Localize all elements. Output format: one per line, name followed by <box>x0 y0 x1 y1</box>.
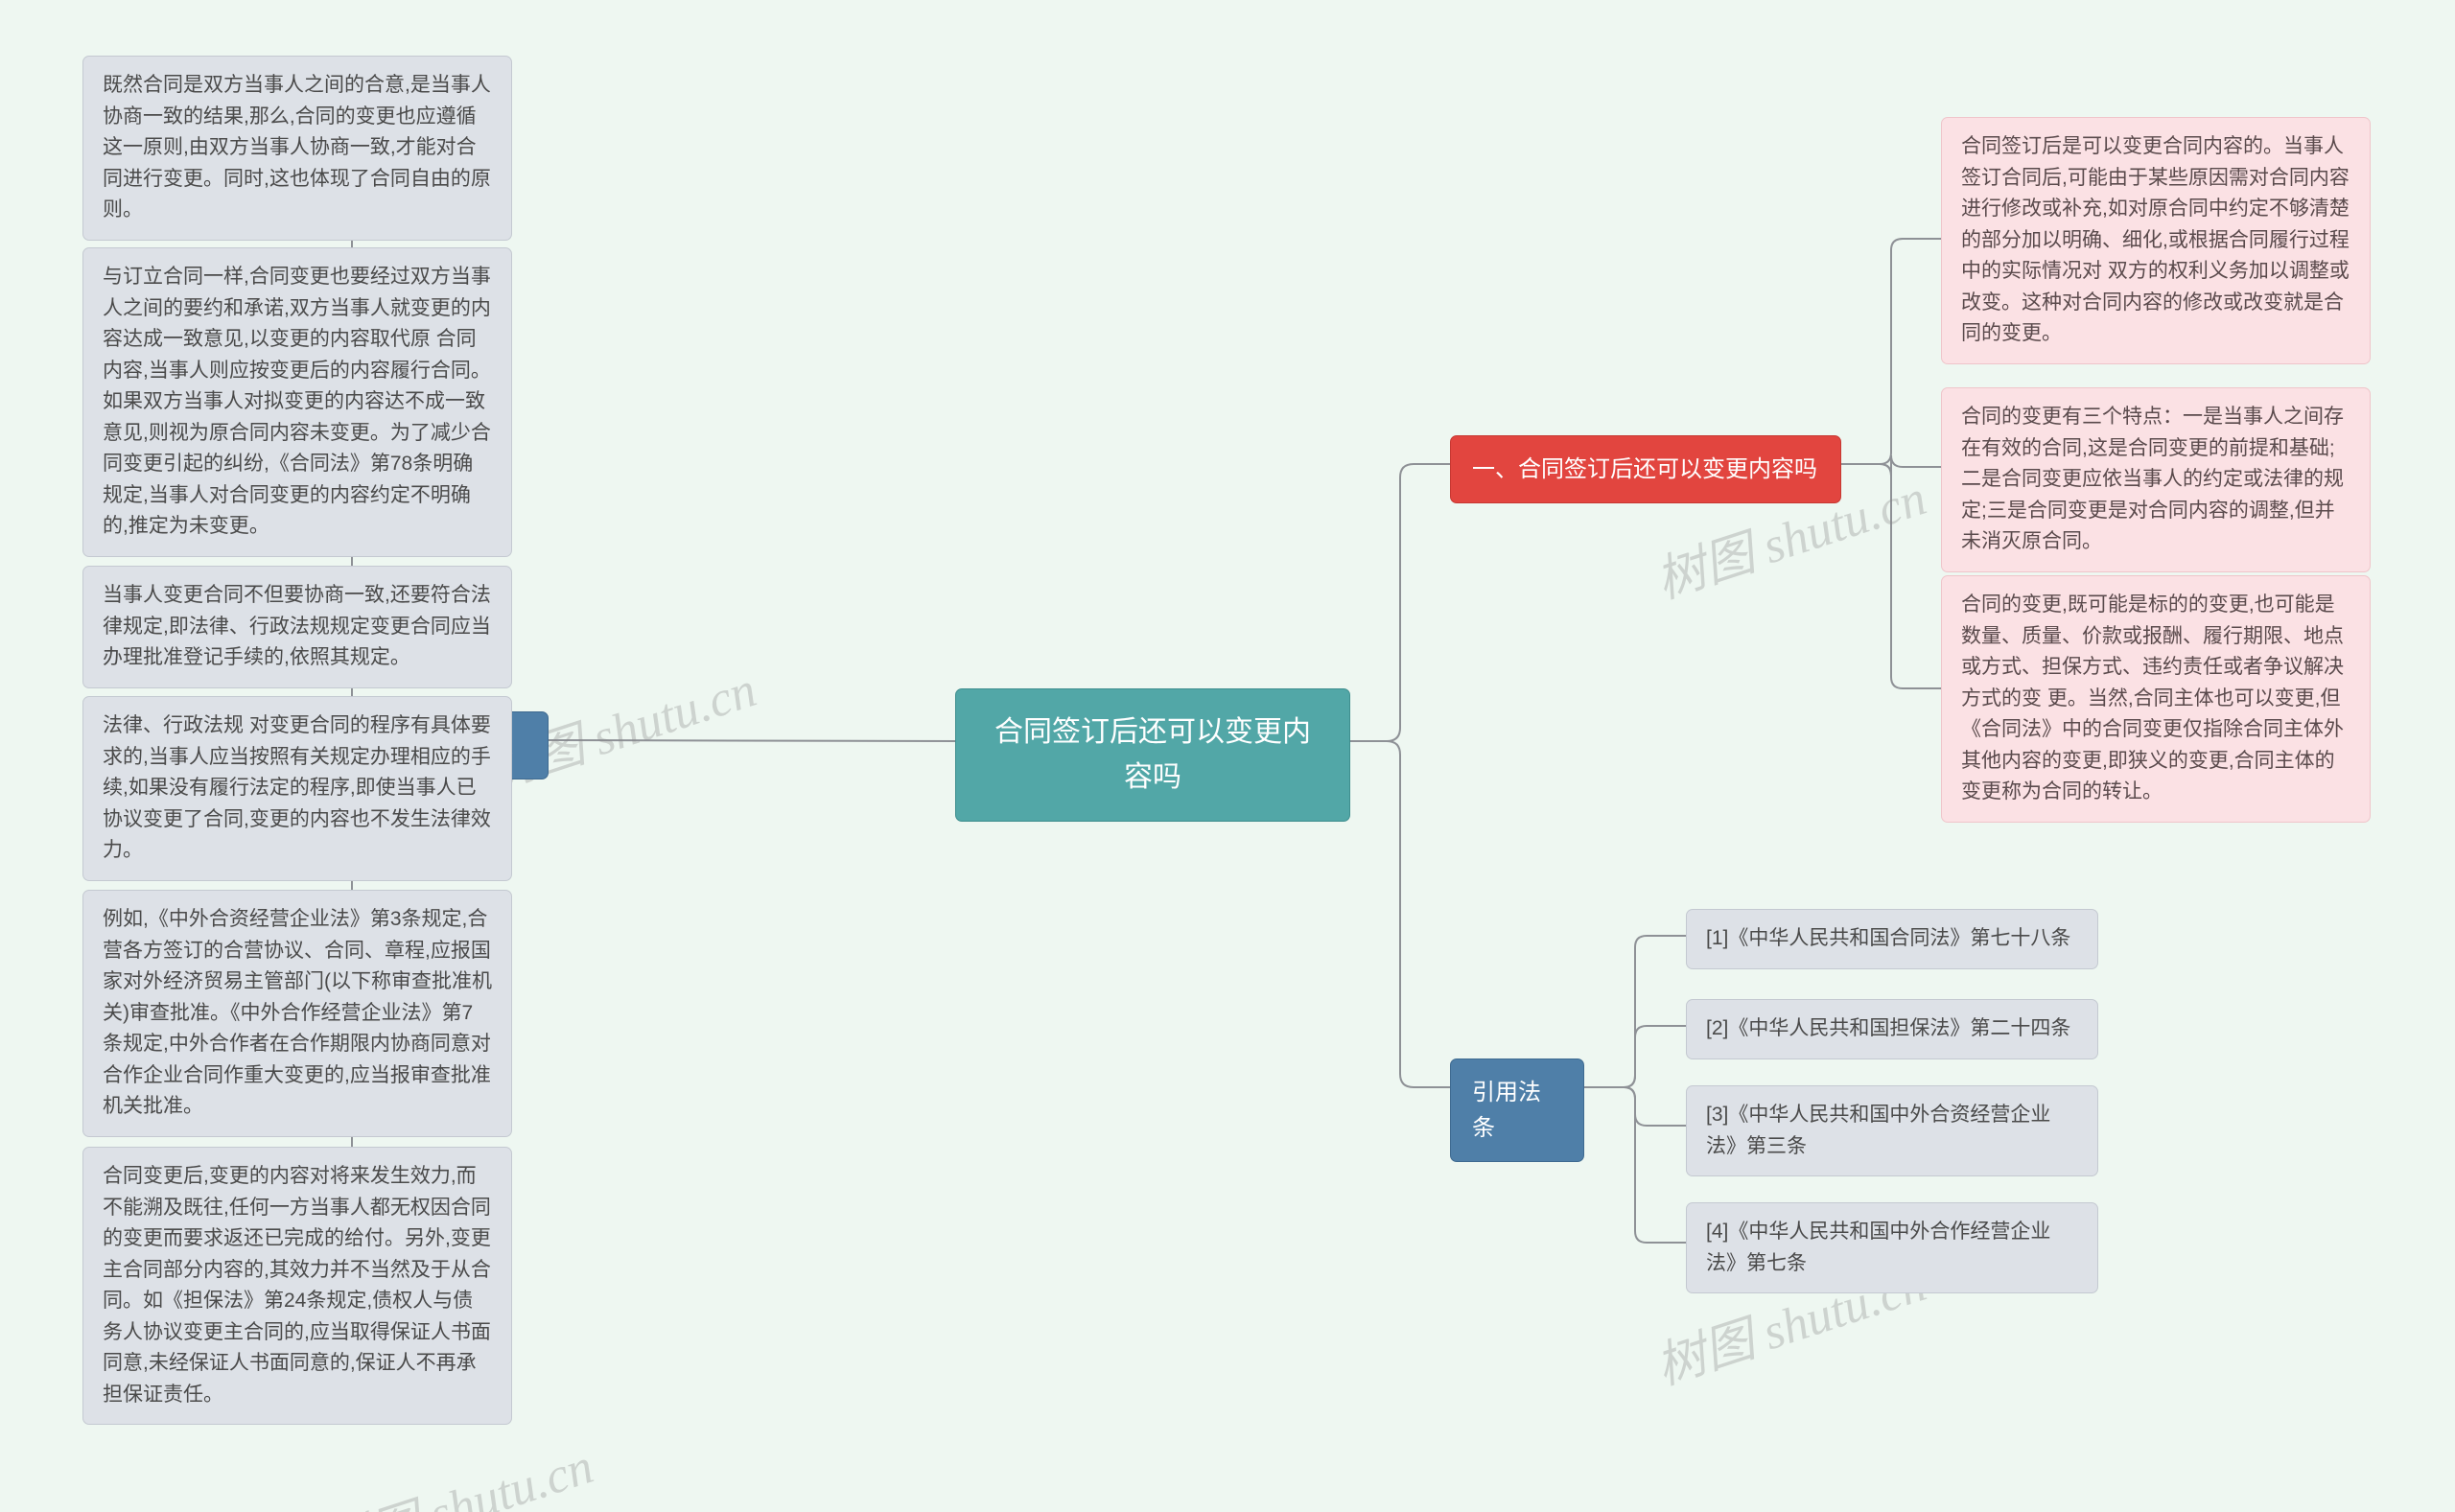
branch-1-leaf-3[interactable]: 合同的变更,既可能是标的的变更,也可能是数量、质量、价款或报酬、履行期限、地点或… <box>1941 575 2371 823</box>
branch-1-leaf-2[interactable]: 合同的变更有三个特点：一是当事人之间存在有效的合同,这是合同变更的前提和基础;二… <box>1941 387 2371 572</box>
branch-3-leaf-3[interactable]: [3]《中华人民共和国中外合资经营企业法》第三条 <box>1686 1085 2098 1176</box>
branch-2-leaf-4[interactable]: 法律、行政法规 对变更合同的程序有具体要求的,当事人应当按照有关规定办理相应的手… <box>82 696 512 881</box>
branch-2-leaf-5[interactable]: 例如,《中外合资经营企业法》第3条规定,合营各方签订的合营协议、合同、章程,应报… <box>82 890 512 1137</box>
watermark-4: 树图 shutu.cn <box>313 1426 601 1512</box>
branch-2-leaf-2[interactable]: 与订立合同一样,合同变更也要经过双方当事人之间的要约和承诺,双方当事人就变更的内… <box>82 247 512 557</box>
branch-2-leaf-3[interactable]: 当事人变更合同不但要协商一致,还要符合法律规定,即法律、行政法规规定变更合同应当… <box>82 566 512 688</box>
branch-1[interactable]: 一、合同签订后还可以变更内容吗 <box>1450 435 1841 503</box>
branch-3-leaf-1[interactable]: [1]《中华人民共和国合同法》第七十八条 <box>1686 909 2098 969</box>
branch-3-leaf-2[interactable]: [2]《中华人民共和国担保法》第二十四条 <box>1686 999 2098 1059</box>
branch-1-leaf-1[interactable]: 合同签订后是可以变更合同内容的。当事人签订合同后,可能由于某些原因需对合同内容进… <box>1941 117 2371 364</box>
branch-2-leaf-1[interactable]: 既然合同是双方当事人之间的合意,是当事人协商一致的结果,那么,合同的变更也应遵循… <box>82 56 512 241</box>
branch-2-leaf-6[interactable]: 合同变更后,变更的内容对将来发生效力,而不能溯及既往,任何一方当事人都无权因合同… <box>82 1147 512 1425</box>
branch-3[interactable]: 引用法条 <box>1450 1058 1584 1162</box>
root-node[interactable]: 合同签订后还可以变更内容吗 <box>955 688 1350 822</box>
branch-3-leaf-4[interactable]: [4]《中华人民共和国中外合作经营企业法》第七条 <box>1686 1202 2098 1293</box>
